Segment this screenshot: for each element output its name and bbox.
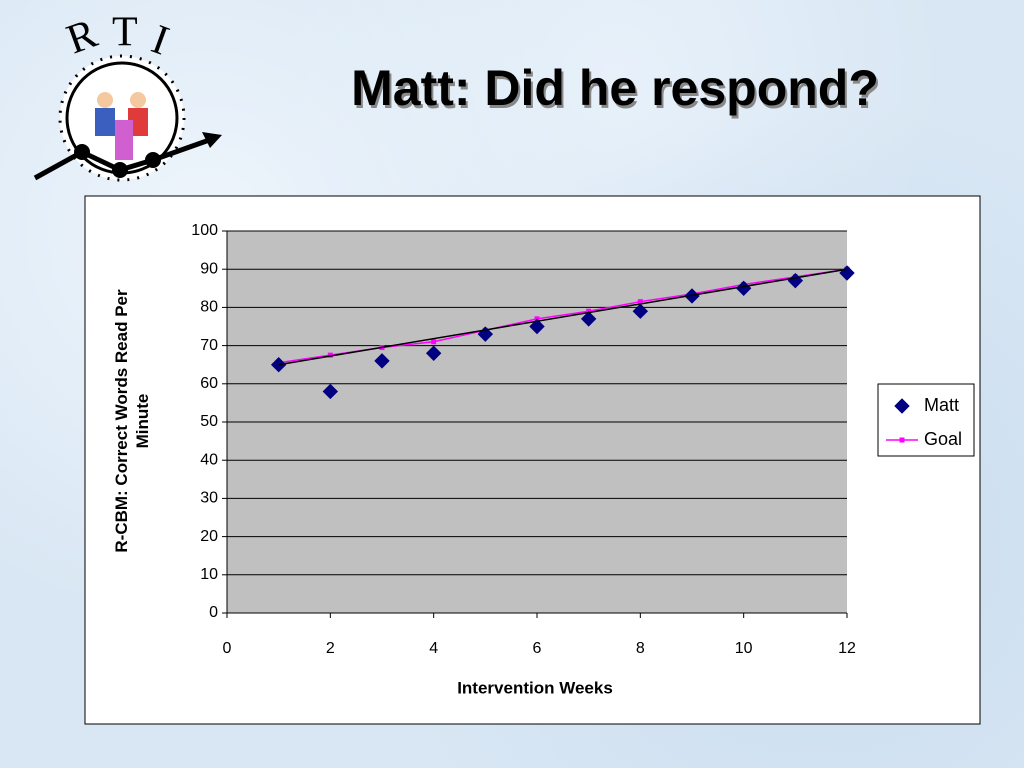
- logo-letter: I: [146, 16, 175, 64]
- legend-label: Goal: [924, 429, 962, 449]
- logo-letter: R: [61, 11, 103, 64]
- logo-arrowhead: [202, 132, 222, 148]
- y-tick-label: 100: [191, 222, 218, 239]
- legend: [877, 383, 975, 457]
- point: [322, 383, 339, 400]
- y-tick-label: 20: [200, 528, 218, 545]
- y-axis-label: R-CBM: Correct Words Read Per Minute: [112, 289, 152, 553]
- point: [637, 299, 643, 305]
- point: [529, 318, 545, 335]
- legend-marker: [899, 437, 905, 443]
- logo-dot: [112, 162, 128, 178]
- title-shadow: Matt: Did he respond?: [353, 63, 881, 119]
- y-tick-label: 60: [200, 375, 218, 392]
- legend-label: Matt: [924, 395, 959, 415]
- logo-dot: [145, 152, 161, 168]
- point: [580, 311, 597, 327]
- logo-dot: [74, 144, 90, 160]
- x-axis-label: Intervention Weeks: [457, 678, 613, 697]
- legend-marker: [894, 398, 910, 414]
- x-tick-label: 12: [838, 640, 856, 657]
- logo-kid: [115, 120, 133, 160]
- point: [374, 353, 390, 369]
- y-tick-label: 0: [209, 604, 218, 621]
- chart-title: Matt: Did he respond?: [351, 60, 879, 116]
- logo: R T I: [33, 10, 222, 182]
- y-tick-label: 10: [200, 566, 218, 583]
- point: [327, 352, 333, 358]
- logo-kid: [130, 92, 146, 108]
- point: [431, 339, 437, 345]
- point: [632, 303, 649, 319]
- y-tick-label: 80: [200, 299, 218, 316]
- y-tick-label: 40: [200, 451, 218, 468]
- trendline: [278, 268, 848, 366]
- logo-kid: [95, 108, 115, 136]
- logo-kid: [97, 92, 113, 108]
- y-tick-label: 90: [200, 260, 218, 277]
- y-tick-label: 70: [200, 337, 218, 354]
- point: [425, 345, 442, 361]
- y-tick-label: 30: [200, 490, 218, 507]
- y-tick-label: 50: [200, 413, 218, 430]
- logo-letter: T: [112, 10, 138, 56]
- x-tick-label: 6: [533, 640, 542, 657]
- x-tick-label: 10: [735, 640, 753, 657]
- x-tick-label: 0: [223, 640, 232, 657]
- x-tick-label: 8: [636, 640, 645, 657]
- x-tick-label: 2: [326, 640, 335, 657]
- x-tick-label: 4: [429, 640, 438, 657]
